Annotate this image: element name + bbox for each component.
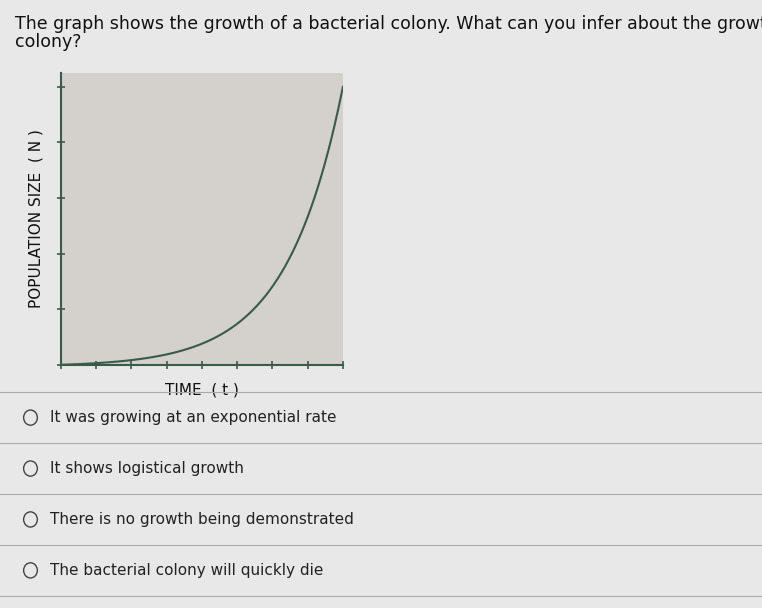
Text: colony?: colony? bbox=[15, 33, 82, 52]
Text: There is no growth being demonstrated: There is no growth being demonstrated bbox=[50, 512, 354, 527]
Text: The bacterial colony will quickly die: The bacterial colony will quickly die bbox=[50, 563, 323, 578]
Y-axis label: POPULATION SIZE  ( N ): POPULATION SIZE ( N ) bbox=[29, 130, 43, 308]
Text: It was growing at an exponential rate: It was growing at an exponential rate bbox=[50, 410, 336, 425]
Text: It shows logistical growth: It shows logistical growth bbox=[50, 461, 243, 476]
X-axis label: TIME  ( t ): TIME ( t ) bbox=[165, 382, 239, 397]
Text: The graph shows the growth of a bacterial colony. What can you infer about the g: The graph shows the growth of a bacteria… bbox=[15, 15, 762, 33]
